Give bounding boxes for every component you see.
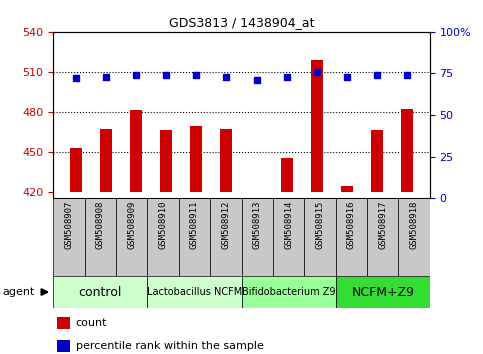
- Bar: [57, 340, 70, 352]
- Text: Lactobacillus NCFM: Lactobacillus NCFM: [147, 287, 242, 297]
- Text: percentile rank within the sample: percentile rank within the sample: [76, 341, 264, 351]
- Bar: [147, 198, 179, 276]
- Bar: [190, 126, 202, 192]
- Bar: [53, 198, 85, 276]
- Text: GSM508914: GSM508914: [284, 201, 293, 249]
- Point: [72, 76, 80, 81]
- Point: [132, 72, 140, 78]
- Text: GSM508912: GSM508912: [221, 201, 230, 249]
- Point: [373, 72, 381, 78]
- Bar: [70, 148, 82, 192]
- Bar: [179, 198, 210, 276]
- Point: [193, 72, 200, 78]
- Bar: [242, 276, 336, 308]
- Text: GSM508917: GSM508917: [378, 201, 387, 249]
- Bar: [281, 158, 293, 192]
- Bar: [304, 198, 336, 276]
- Bar: [367, 198, 398, 276]
- Bar: [398, 198, 430, 276]
- Text: GSM508910: GSM508910: [158, 201, 168, 249]
- Text: agent: agent: [2, 287, 35, 297]
- Bar: [100, 129, 113, 192]
- Title: GDS3813 / 1438904_at: GDS3813 / 1438904_at: [169, 16, 314, 29]
- Bar: [341, 186, 353, 192]
- Bar: [336, 276, 430, 308]
- Text: NCFM+Z9: NCFM+Z9: [351, 286, 414, 298]
- Point: [403, 72, 411, 78]
- Point: [313, 69, 321, 75]
- Bar: [210, 198, 242, 276]
- Bar: [53, 276, 147, 308]
- Bar: [311, 60, 323, 192]
- Bar: [116, 198, 147, 276]
- Bar: [242, 198, 273, 276]
- Bar: [85, 198, 116, 276]
- Text: Bifidobacterium Z9: Bifidobacterium Z9: [242, 287, 335, 297]
- Bar: [273, 198, 304, 276]
- Bar: [160, 130, 172, 192]
- Point: [283, 74, 290, 80]
- Bar: [220, 129, 232, 192]
- Text: count: count: [76, 318, 107, 328]
- Bar: [370, 130, 383, 192]
- Point: [343, 74, 351, 80]
- Bar: [147, 276, 242, 308]
- Bar: [401, 109, 413, 192]
- Bar: [57, 317, 70, 329]
- Text: GSM508916: GSM508916: [347, 201, 356, 249]
- Bar: [130, 110, 142, 192]
- Text: GSM508915: GSM508915: [315, 201, 325, 249]
- Text: GSM508909: GSM508909: [127, 201, 136, 249]
- Point: [253, 77, 260, 83]
- Text: GSM508911: GSM508911: [190, 201, 199, 249]
- Point: [162, 72, 170, 78]
- Text: GSM508913: GSM508913: [253, 201, 262, 249]
- Bar: [336, 198, 367, 276]
- Point: [223, 74, 230, 80]
- Text: GSM508908: GSM508908: [96, 201, 105, 249]
- Text: control: control: [79, 286, 122, 298]
- Text: GSM508907: GSM508907: [64, 201, 73, 249]
- Point: [102, 74, 110, 80]
- Text: GSM508918: GSM508918: [410, 201, 419, 249]
